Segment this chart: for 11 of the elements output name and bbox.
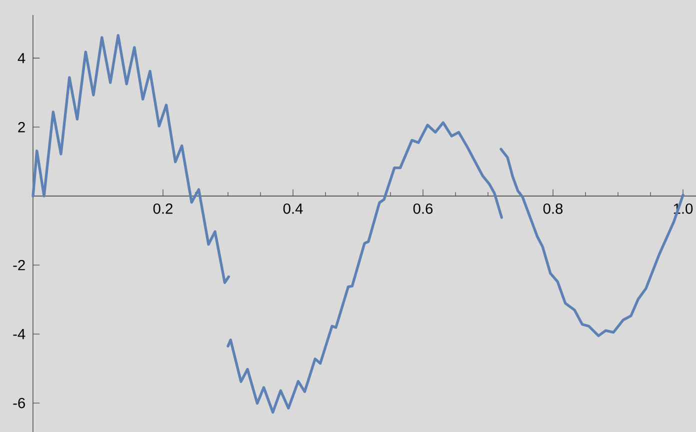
x-tick-label: 0.6 bbox=[413, 203, 433, 214]
y-tick-label: 4 bbox=[18, 53, 26, 64]
line-series bbox=[32, 34, 230, 284]
x-tick-label: 0.4 bbox=[283, 203, 303, 214]
y-tick-label: -4 bbox=[13, 329, 26, 340]
y-tick-label: 2 bbox=[18, 122, 25, 132]
x-tick-label: 0.8 bbox=[543, 203, 563, 214]
line-series bbox=[226, 121, 503, 414]
y-tick-label: -6 bbox=[13, 398, 25, 408]
y-tick-label: -2 bbox=[13, 260, 25, 270]
x-tick-label: 0.2 bbox=[153, 203, 172, 214]
